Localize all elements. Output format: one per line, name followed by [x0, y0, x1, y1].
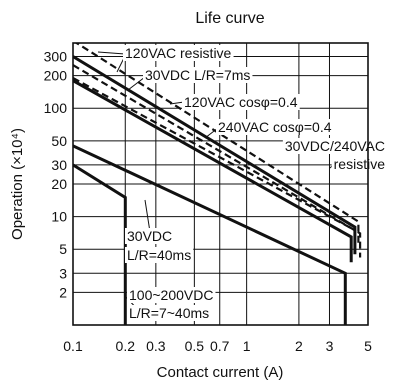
- annotation-leader: [144, 199, 151, 233]
- annotation-text: 120VAC resistive: [125, 45, 232, 61]
- annotations: 120VAC resistive 30VDC L/R=7ms 120VAC cosφ…: [123, 45, 388, 321]
- x-tick-label: 0.1: [63, 338, 83, 354]
- series-line-2: [73, 55, 357, 255]
- y-tick-label: 5: [59, 241, 67, 257]
- annotation-7: 30VDC: [125, 228, 175, 244]
- x-tick-label: 0.7: [210, 338, 230, 354]
- y-tick-label: 50: [51, 133, 67, 149]
- annotation-leader: [127, 76, 146, 91]
- x-tick-label: 3: [326, 338, 334, 354]
- annotation-text: resistive: [334, 156, 386, 172]
- y-tick-label: 200: [44, 68, 68, 84]
- annotation-background: [182, 94, 300, 110]
- annotation-4: 240VAC cosφ=0.4: [216, 119, 334, 135]
- annotation-text: 30VDC L/R=7ms: [145, 67, 250, 83]
- annotation-5: 30VDC/240VAC: [282, 138, 387, 154]
- y-tick-label: 2: [59, 284, 67, 300]
- annotation-text: 30VDC/240VAC: [285, 138, 385, 154]
- series-lines: [73, 43, 362, 325]
- x-tick-label: 0.2: [116, 338, 136, 354]
- annotation-background: [331, 156, 388, 172]
- annotation-background: [143, 67, 253, 83]
- series-line-3: [73, 64, 362, 258]
- annotation-background: [125, 228, 175, 244]
- annotation-6: resistive: [331, 156, 388, 172]
- series-line-7: [73, 163, 127, 325]
- series-line-5: [73, 79, 353, 263]
- annotation-text: 30VDC: [127, 228, 172, 244]
- annotation-10: L/R=7~40ms: [127, 305, 212, 321]
- y-tick-label: 10: [51, 209, 67, 225]
- annotation-3: 120VAC cosφ=0.4: [182, 94, 300, 110]
- annotation-text: L/R=40ms: [127, 247, 191, 263]
- series-line-4: [73, 77, 356, 232]
- y-tick-label: 20: [51, 176, 67, 192]
- y-tick-label: 3: [59, 265, 67, 281]
- x-tick-label: 0.3: [146, 338, 166, 354]
- annotation-text: 100~200VDC: [129, 287, 213, 303]
- y-tick-label: 100: [44, 100, 68, 116]
- x-tick-label: 1: [243, 338, 251, 354]
- x-axis-label: Contact current (A): [157, 364, 284, 381]
- plot-frame: [72, 42, 369, 326]
- series-line-1: [74, 43, 360, 245]
- annotation-leader: [116, 57, 125, 73]
- annotation-background: [127, 287, 216, 303]
- annotation-9: 100~200VDC: [127, 287, 216, 303]
- x-tick-label: 5: [364, 338, 372, 354]
- annotation-2: 30VDC L/R=7ms: [143, 67, 253, 83]
- annotation-background: [125, 247, 194, 263]
- y-tick-label: 30: [51, 157, 67, 173]
- annotation-background: [216, 119, 334, 135]
- annotation-leader: [204, 127, 219, 139]
- y-tick-labels: 2 3 5 10 20 30 50 100 200 300: [44, 49, 68, 301]
- annotation-background: [123, 45, 234, 61]
- chart-title: Life curve: [195, 10, 264, 27]
- annotation-leader: [169, 101, 185, 105]
- x-tick-labels: 0.1 0.2 0.3 0.5 0.7 1 2 3 5: [63, 338, 372, 354]
- series-line-6: [73, 144, 347, 325]
- annotation-background: [127, 305, 212, 321]
- annotation-text: L/R=7~40ms: [129, 305, 209, 321]
- y-axis-label: Operation (×10⁴): [9, 128, 26, 240]
- annotation-leader: [97, 51, 126, 55]
- annotation-text: 240VAC cosφ=0.4: [218, 119, 332, 135]
- y-tick-label: 300: [44, 49, 68, 65]
- x-tick-label: 0.5: [185, 338, 205, 354]
- annotation-text: 120VAC cosφ=0.4: [184, 94, 298, 110]
- grid-lines: [72, 43, 369, 325]
- annotation-1: 120VAC resistive: [123, 45, 234, 61]
- x-tick-label: 2: [295, 338, 303, 354]
- annotation-8: L/R=40ms: [125, 247, 194, 263]
- annotation-background: [282, 138, 387, 154]
